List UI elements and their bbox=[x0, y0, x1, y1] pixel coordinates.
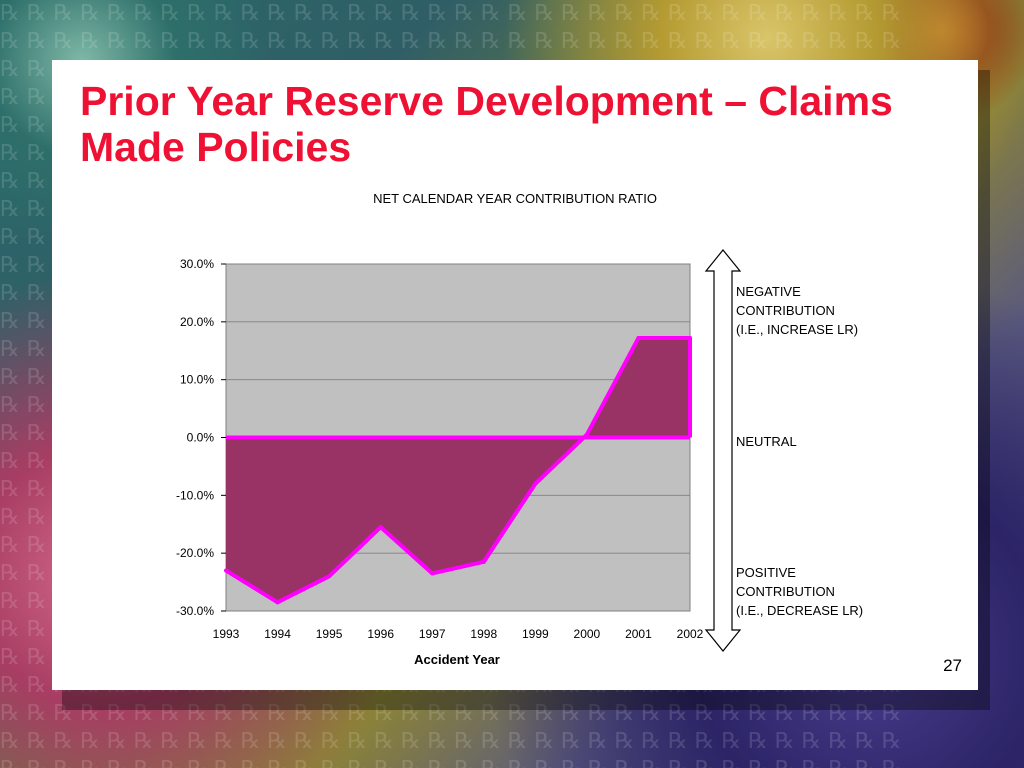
data-point-1997 bbox=[430, 571, 435, 576]
y-tick-label: 10.0% bbox=[180, 373, 214, 387]
y-tick-label: 0.0% bbox=[187, 431, 215, 445]
x-tick-label: 2000 bbox=[574, 627, 601, 641]
y-tick-label: -10.0% bbox=[176, 488, 214, 502]
data-point-1995 bbox=[327, 574, 332, 579]
x-tick-label: 2001 bbox=[625, 627, 652, 641]
x-tick-label: 2002 bbox=[677, 627, 704, 641]
x-tick-label: 1996 bbox=[367, 627, 394, 641]
annotation-positive-line2: CONTRIBUTION bbox=[736, 584, 835, 599]
chart-title: NET CALENDAR YEAR CONTRIBUTION RATIO bbox=[373, 191, 657, 206]
y-tick-label: -30.0% bbox=[176, 604, 214, 618]
page-number: 27 bbox=[943, 656, 962, 675]
series-area bbox=[226, 338, 690, 603]
annotation-neutral-label: NEUTRAL bbox=[736, 434, 797, 449]
y-tick-label: 30.0% bbox=[180, 257, 214, 271]
annotation-negative: NEGATIVE CONTRIBUTION (I.E., INCREASE LR… bbox=[736, 282, 858, 339]
data-point-2002 bbox=[688, 336, 692, 341]
y-tick-label: 20.0% bbox=[180, 315, 214, 329]
annotation-positive-line1: POSITIVE bbox=[736, 565, 796, 580]
x-tick-label: 1994 bbox=[264, 627, 291, 641]
x-tick-label: 1993 bbox=[213, 627, 240, 641]
annotation-neutral: NEUTRAL bbox=[736, 432, 797, 451]
annotation-positive: POSITIVE CONTRIBUTION (I.E., DECREASE LR… bbox=[736, 563, 863, 620]
data-points bbox=[224, 336, 692, 605]
annotation-negative-line1: NEGATIVE bbox=[736, 284, 801, 299]
x-tick-label: 1998 bbox=[470, 627, 497, 641]
y-tick-label: -20.0% bbox=[176, 546, 214, 560]
data-point-1993 bbox=[224, 568, 228, 573]
x-tick-label: 1997 bbox=[419, 627, 446, 641]
double-arrow-icon bbox=[704, 249, 742, 652]
slide: Prior Year Reserve Development – Claims … bbox=[52, 60, 978, 690]
data-point-1998 bbox=[481, 559, 486, 564]
x-tick-label: 1995 bbox=[316, 627, 343, 641]
data-point-2001 bbox=[636, 336, 641, 341]
data-point-2000 bbox=[584, 432, 589, 437]
annotation-positive-line3: (I.E., DECREASE LR) bbox=[736, 603, 864, 618]
x-axis: 1993 1994 1995 1996 1997 1998 1999 2000 2001 2002 bbox=[213, 627, 704, 641]
slide-title: Prior Year Reserve Development – Claims … bbox=[80, 78, 893, 170]
annotation-negative-line3: (I.E., INCREASE LR) bbox=[736, 322, 859, 337]
y-axis: 30.0% 20.0% 10.0% 0.0% -10.0% -20.0% -30.0% bbox=[176, 257, 226, 618]
data-point-1994 bbox=[275, 600, 280, 605]
data-point-1999 bbox=[533, 481, 538, 486]
chart: 30.0% 20.0% 10.0% 0.0% -10.0% -20.0% -30.0% 19… bbox=[176, 249, 742, 667]
data-point-1996 bbox=[378, 525, 383, 530]
x-axis-title: Accident Year bbox=[414, 652, 500, 667]
x-tick-label: 1999 bbox=[522, 627, 549, 641]
annotation-negative-line2: CONTRIBUTION bbox=[736, 303, 835, 318]
